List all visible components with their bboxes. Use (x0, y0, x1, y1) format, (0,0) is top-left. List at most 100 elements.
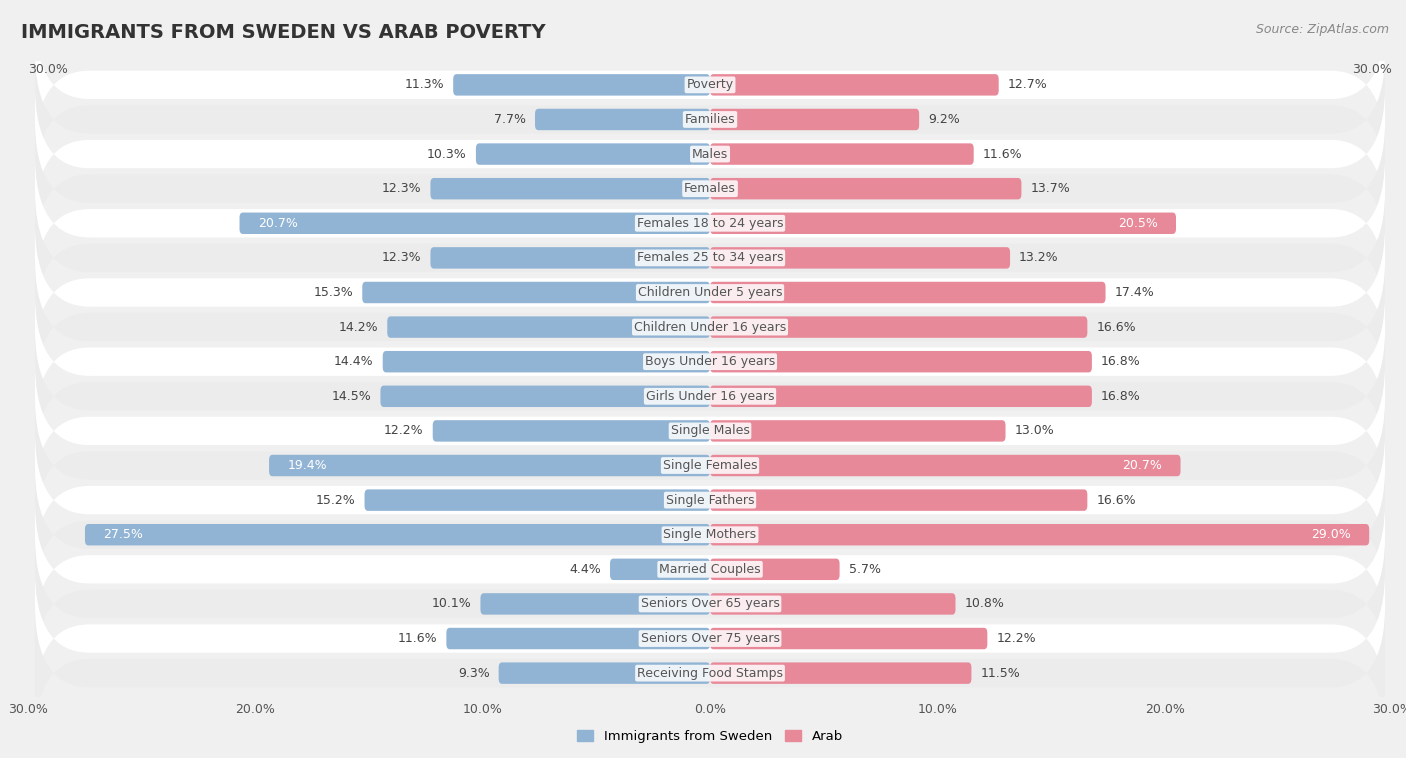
FancyBboxPatch shape (710, 490, 1087, 511)
FancyBboxPatch shape (35, 293, 1385, 431)
Text: 12.2%: 12.2% (997, 632, 1036, 645)
Text: Boys Under 16 years: Boys Under 16 years (645, 356, 775, 368)
Text: Receiving Food Stamps: Receiving Food Stamps (637, 666, 783, 680)
Text: 15.3%: 15.3% (314, 286, 353, 299)
FancyBboxPatch shape (710, 212, 1175, 234)
Text: 14.4%: 14.4% (335, 356, 374, 368)
Text: 12.3%: 12.3% (382, 252, 422, 265)
Text: 12.2%: 12.2% (384, 424, 423, 437)
Text: 12.3%: 12.3% (382, 182, 422, 195)
Text: Single Males: Single Males (671, 424, 749, 437)
FancyBboxPatch shape (710, 351, 1092, 372)
FancyBboxPatch shape (710, 559, 839, 580)
FancyBboxPatch shape (35, 258, 1385, 396)
FancyBboxPatch shape (363, 282, 710, 303)
Text: 30.0%: 30.0% (1353, 64, 1392, 77)
Text: Seniors Over 75 years: Seniors Over 75 years (641, 632, 779, 645)
Text: Source: ZipAtlas.com: Source: ZipAtlas.com (1256, 23, 1389, 36)
FancyBboxPatch shape (35, 224, 1385, 362)
FancyBboxPatch shape (710, 524, 1369, 546)
FancyBboxPatch shape (35, 500, 1385, 638)
Text: 20.7%: 20.7% (257, 217, 298, 230)
FancyBboxPatch shape (430, 178, 710, 199)
Text: 30.0%: 30.0% (28, 64, 67, 77)
Text: 19.4%: 19.4% (287, 459, 326, 472)
Text: Females 18 to 24 years: Females 18 to 24 years (637, 217, 783, 230)
Text: 10.8%: 10.8% (965, 597, 1004, 610)
Legend: Immigrants from Sweden, Arab: Immigrants from Sweden, Arab (572, 725, 848, 748)
Text: 5.7%: 5.7% (849, 563, 880, 576)
Text: Single Fathers: Single Fathers (666, 493, 754, 506)
Text: 29.0%: 29.0% (1312, 528, 1351, 541)
FancyBboxPatch shape (710, 455, 1181, 476)
FancyBboxPatch shape (269, 455, 710, 476)
FancyBboxPatch shape (710, 178, 1021, 199)
FancyBboxPatch shape (610, 559, 710, 580)
FancyBboxPatch shape (35, 16, 1385, 154)
Text: 13.2%: 13.2% (1019, 252, 1059, 265)
FancyBboxPatch shape (84, 524, 710, 546)
Text: Girls Under 16 years: Girls Under 16 years (645, 390, 775, 402)
FancyBboxPatch shape (433, 420, 710, 442)
FancyBboxPatch shape (453, 74, 710, 96)
Text: 11.6%: 11.6% (398, 632, 437, 645)
Text: 27.5%: 27.5% (103, 528, 143, 541)
FancyBboxPatch shape (35, 431, 1385, 569)
Text: 9.2%: 9.2% (928, 113, 960, 126)
Text: Single Females: Single Females (662, 459, 758, 472)
FancyBboxPatch shape (35, 604, 1385, 742)
FancyBboxPatch shape (710, 108, 920, 130)
Text: 11.3%: 11.3% (405, 78, 444, 92)
Text: 16.8%: 16.8% (1101, 356, 1140, 368)
FancyBboxPatch shape (446, 628, 710, 650)
FancyBboxPatch shape (35, 120, 1385, 258)
Text: 15.2%: 15.2% (316, 493, 356, 506)
Text: Females: Females (685, 182, 735, 195)
FancyBboxPatch shape (475, 143, 710, 164)
Text: 11.5%: 11.5% (980, 666, 1021, 680)
Text: 14.2%: 14.2% (339, 321, 378, 334)
FancyBboxPatch shape (35, 51, 1385, 188)
Text: Children Under 16 years: Children Under 16 years (634, 321, 786, 334)
FancyBboxPatch shape (710, 247, 1010, 268)
FancyBboxPatch shape (710, 662, 972, 684)
Text: Children Under 5 years: Children Under 5 years (638, 286, 782, 299)
Text: 12.7%: 12.7% (1008, 78, 1047, 92)
FancyBboxPatch shape (382, 351, 710, 372)
Text: 20.7%: 20.7% (1122, 459, 1163, 472)
FancyBboxPatch shape (481, 594, 710, 615)
Text: 20.5%: 20.5% (1118, 217, 1157, 230)
Text: 9.3%: 9.3% (458, 666, 489, 680)
FancyBboxPatch shape (381, 386, 710, 407)
FancyBboxPatch shape (35, 189, 1385, 327)
FancyBboxPatch shape (35, 155, 1385, 292)
Text: 14.5%: 14.5% (332, 390, 371, 402)
Text: Males: Males (692, 148, 728, 161)
FancyBboxPatch shape (35, 535, 1385, 673)
FancyBboxPatch shape (536, 108, 710, 130)
Text: 11.6%: 11.6% (983, 148, 1022, 161)
Text: 10.3%: 10.3% (427, 148, 467, 161)
Text: Families: Families (685, 113, 735, 126)
FancyBboxPatch shape (710, 420, 1005, 442)
Text: Single Mothers: Single Mothers (664, 528, 756, 541)
Text: 16.8%: 16.8% (1101, 390, 1140, 402)
Text: 13.7%: 13.7% (1031, 182, 1070, 195)
FancyBboxPatch shape (35, 396, 1385, 534)
FancyBboxPatch shape (35, 466, 1385, 603)
Text: 17.4%: 17.4% (1115, 286, 1154, 299)
Text: 4.4%: 4.4% (569, 563, 600, 576)
Text: 16.6%: 16.6% (1097, 321, 1136, 334)
Text: Females 25 to 34 years: Females 25 to 34 years (637, 252, 783, 265)
FancyBboxPatch shape (499, 662, 710, 684)
FancyBboxPatch shape (710, 386, 1092, 407)
Text: 10.1%: 10.1% (432, 597, 471, 610)
FancyBboxPatch shape (35, 362, 1385, 500)
FancyBboxPatch shape (710, 74, 998, 96)
FancyBboxPatch shape (35, 570, 1385, 707)
FancyBboxPatch shape (387, 316, 710, 338)
FancyBboxPatch shape (364, 490, 710, 511)
FancyBboxPatch shape (710, 282, 1105, 303)
FancyBboxPatch shape (710, 143, 974, 164)
FancyBboxPatch shape (35, 327, 1385, 465)
